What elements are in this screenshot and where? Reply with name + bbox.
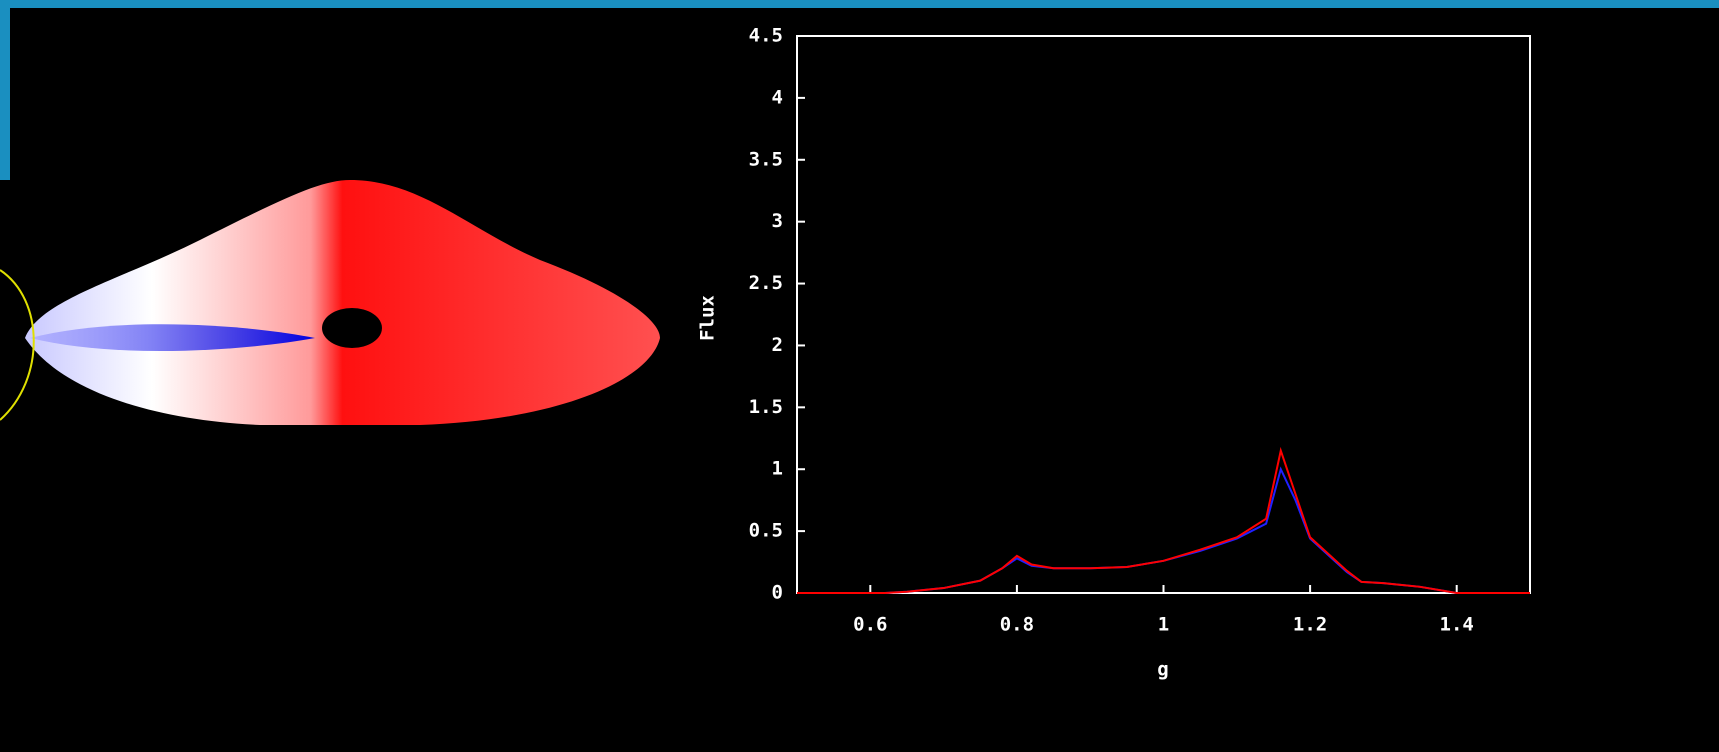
- side-band: [0, 0, 10, 180]
- series-line: [797, 466, 1530, 594]
- y-tick-label: 4: [772, 86, 783, 108]
- x-tick-label: 0.8: [1000, 614, 1034, 636]
- y-axis-label: Flux: [697, 295, 719, 341]
- y-tick-label: 0: [772, 582, 783, 604]
- y-tick-label: 2.5: [749, 272, 783, 294]
- y-tick-label: 4.5: [749, 25, 783, 47]
- x-tick-label: 1: [1158, 614, 1169, 636]
- y-tick-label: 1.5: [749, 396, 783, 418]
- disk-jet: [30, 324, 315, 352]
- series-line: [797, 446, 1530, 594]
- x-tick-label: 0.6: [853, 614, 887, 636]
- horizon-arc: [0, 269, 35, 421]
- x-tick-label: 1.4: [1440, 614, 1474, 636]
- y-tick-label: 3.5: [749, 148, 783, 170]
- y-tick-label: 2: [772, 334, 783, 356]
- x-axis-label: g: [1157, 659, 1168, 681]
- top-band: [0, 0, 1719, 8]
- plot-frame: [796, 35, 1531, 594]
- black-hole: [322, 308, 382, 348]
- y-tick-label: 3: [772, 210, 783, 232]
- y-tick-label: 1: [772, 458, 783, 480]
- disk-image: [25, 180, 660, 425]
- x-tick-label: 1.2: [1293, 614, 1327, 636]
- y-tick-label: 0.5: [749, 520, 783, 542]
